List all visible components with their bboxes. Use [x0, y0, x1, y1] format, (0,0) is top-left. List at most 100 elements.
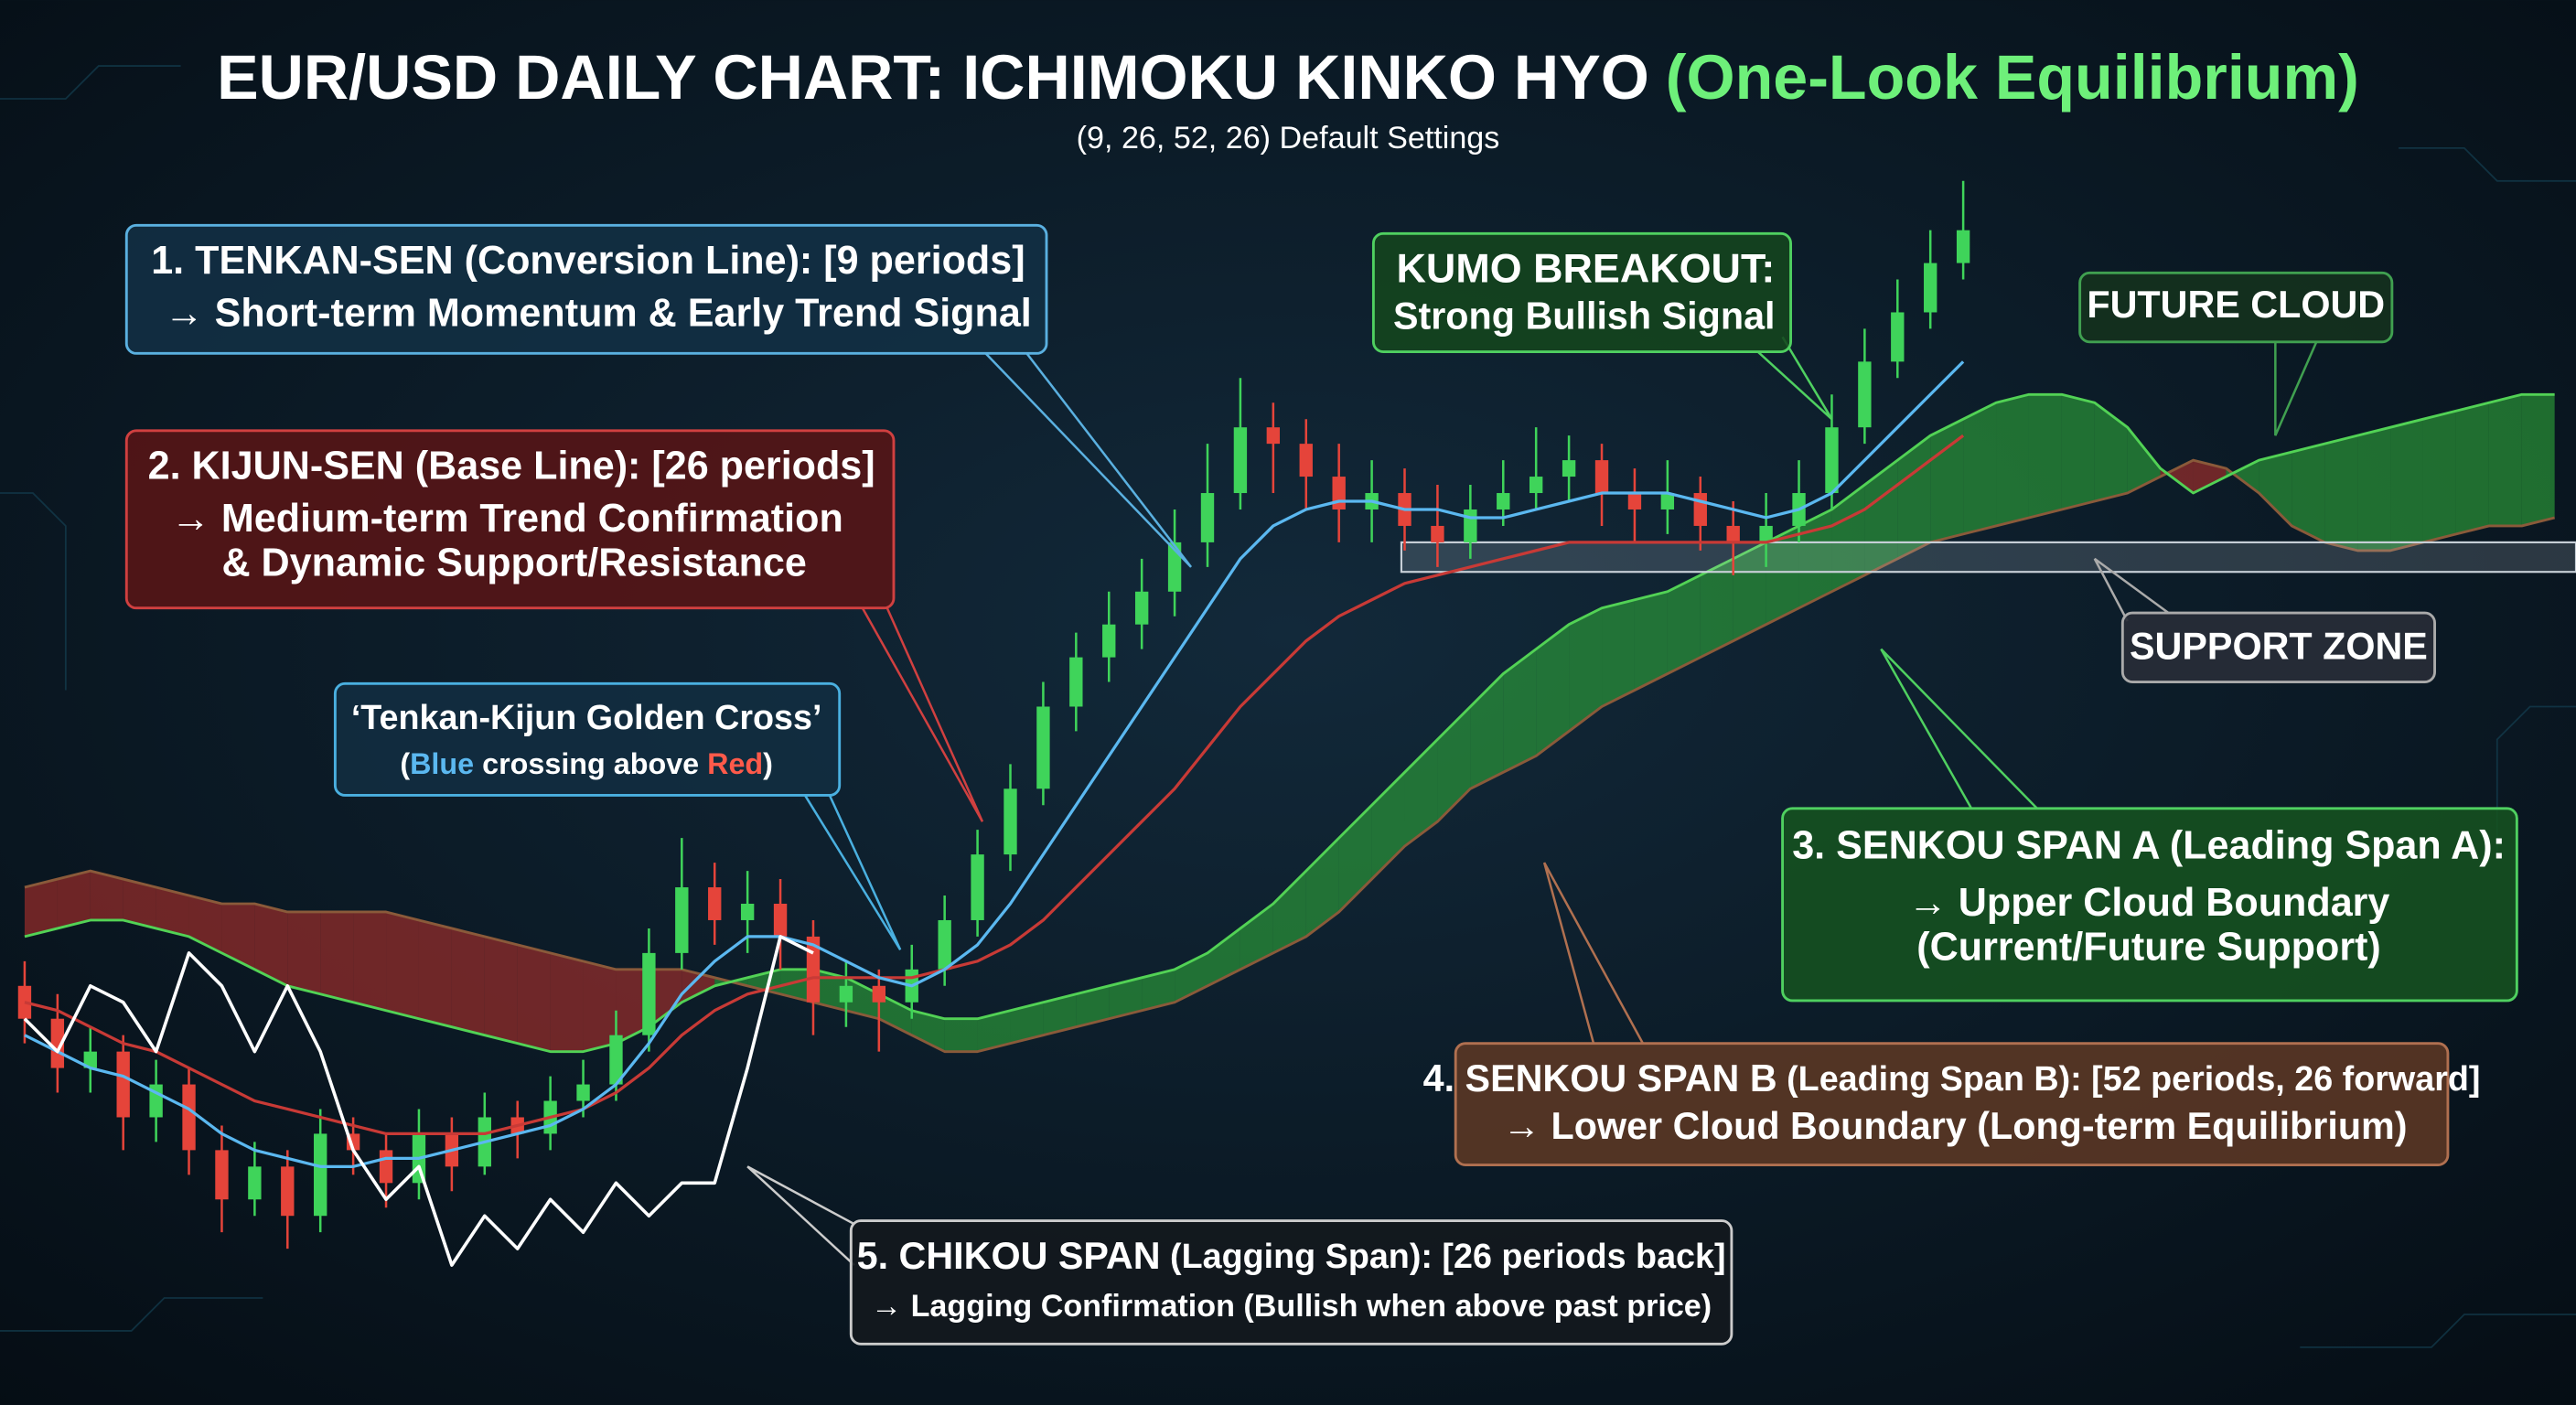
kijun-sen	[24, 434, 1965, 1136]
cloud-segment	[1536, 624, 1570, 756]
cloud-segment	[2324, 435, 2358, 551]
annotation-title: 4. SENKOU SPAN B (Leading Span B): [52 p…	[1423, 1057, 2481, 1099]
cloud-segment	[1404, 739, 1438, 847]
text-part: )	[763, 747, 773, 780]
support-zone	[1400, 541, 2576, 574]
candle-body	[1431, 525, 1444, 542]
cloud-segment	[616, 969, 649, 1044]
candle-body	[1299, 444, 1313, 477]
annotation-text: (Current/Future Support)	[1916, 926, 2381, 970]
circuit-line	[0, 65, 181, 100]
cloud-segment	[123, 879, 156, 928]
candle-body	[215, 1150, 229, 1200]
pointer	[2093, 557, 2170, 622]
pointer	[2274, 341, 2318, 436]
text-part: Red	[707, 747, 763, 780]
cloud-segment	[156, 887, 189, 937]
candle-body	[1530, 477, 1543, 494]
cloud-segment	[977, 1010, 1011, 1052]
candle-body	[773, 904, 788, 937]
circuit-line	[2496, 705, 2576, 855]
cloud-segment	[24, 879, 58, 937]
cloud-segment	[1766, 525, 1799, 625]
candle-body	[1858, 361, 1872, 428]
candle-body	[1891, 312, 1905, 362]
annotation-title: ‘Tenkan-Kijun Golden Cross’	[351, 698, 822, 736]
candle-body	[675, 887, 689, 953]
cloud-segment	[1240, 904, 1273, 970]
candle-body	[379, 1150, 393, 1184]
cloud-segment	[517, 944, 551, 1052]
cloud-segment	[1142, 969, 1175, 1011]
pointer	[1542, 862, 1645, 1045]
cloud-segment	[1996, 394, 2029, 526]
cloud-segment	[287, 911, 321, 994]
circuit-decoration	[0, 65, 2576, 1348]
cloud-segment	[649, 969, 682, 1027]
candle-body	[1956, 230, 1970, 263]
cloud-segment	[682, 969, 715, 1003]
annotation-text: Strong Bullish Signal	[1393, 295, 1776, 338]
cloud-segment	[944, 1018, 978, 1052]
tenkan-sen	[24, 360, 1965, 1168]
annotation-title: 2. KIJUN-SEN (Base Line): [26 periods]	[148, 444, 875, 488]
candle-body	[1759, 525, 1773, 542]
candle-body	[182, 1084, 196, 1151]
candle-body	[642, 952, 656, 1035]
annotation-box	[849, 1219, 1733, 1346]
annotation-text: & Dynamic Support/Resistance	[221, 541, 806, 585]
text-part: Blue	[410, 747, 474, 780]
annotation-box	[1781, 807, 2518, 1003]
support-zone-label: SUPPORT ZONE	[2130, 626, 2428, 668]
cloud-segment	[2455, 402, 2489, 534]
cloud-segment	[2160, 460, 2194, 494]
candle-body	[1102, 624, 1116, 658]
text-part: 5. CHIKOU SPAN	[857, 1235, 1161, 1277]
text-part: (Lagging Span): [26 periods back]	[1161, 1237, 1726, 1275]
text-part: crossing above	[474, 747, 707, 780]
cloud-segment	[90, 871, 123, 920]
senkou-span-b	[24, 458, 2556, 1054]
annotation-box	[2120, 611, 2436, 683]
senkou-span-a	[24, 392, 2555, 1054]
cloud-segment	[353, 911, 387, 1011]
cloud-segment	[418, 919, 452, 1027]
cloud-segment	[780, 969, 813, 1003]
cloud-segment	[1831, 485, 1865, 592]
cloud-segment	[1667, 574, 1701, 674]
candle-body	[1594, 460, 1609, 494]
annotation-text: → Short-term Momentum & Early Trend Sign…	[165, 291, 1032, 335]
cloud-segment	[1470, 673, 1504, 789]
cloud-segment	[1272, 871, 1306, 953]
cloud-segment	[2061, 394, 2095, 509]
cloud-segment	[188, 896, 222, 953]
candle-body	[17, 985, 32, 1019]
circuit-line	[2399, 146, 2576, 182]
circuit-line	[0, 1297, 263, 1332]
cloud-segment	[1733, 542, 1766, 641]
cloud-segment	[1798, 509, 1832, 608]
cloud-segment	[1208, 928, 1240, 986]
title-highlight: (One-Look Equilibrium)	[1666, 43, 2359, 113]
cloud-segment	[1864, 460, 1898, 575]
candle-body	[314, 1133, 327, 1217]
candle-body	[1134, 591, 1149, 625]
annotation-text: (Blue crossing above Red)	[400, 747, 773, 780]
candle-body	[1004, 788, 1017, 855]
chart-title: EUR/USD DAILY CHART: ICHIMOKU KINKO HYO(…	[217, 43, 2359, 113]
chikou-span	[23, 935, 814, 1267]
cloud-segment	[550, 952, 584, 1052]
annotation-box	[124, 223, 1048, 355]
cloud-segment	[2357, 427, 2391, 551]
annotation-title: FUTURE CLOUD	[2087, 284, 2385, 326]
cloud-segment	[320, 911, 354, 1003]
cloud-segment	[2259, 452, 2292, 526]
candle-body	[1726, 525, 1740, 542]
candle-body	[872, 985, 886, 1003]
candle-body	[116, 1051, 130, 1118]
annotation-title: 1. TENKAN-SEN (Conversion Line): [9 peri…	[151, 239, 1025, 283]
candle-body	[1200, 493, 1215, 542]
pointer	[984, 352, 1193, 568]
title-main: EUR/USD DAILY CHART: ICHIMOKU KINKO HYO	[217, 43, 1649, 113]
pointer	[803, 794, 902, 950]
